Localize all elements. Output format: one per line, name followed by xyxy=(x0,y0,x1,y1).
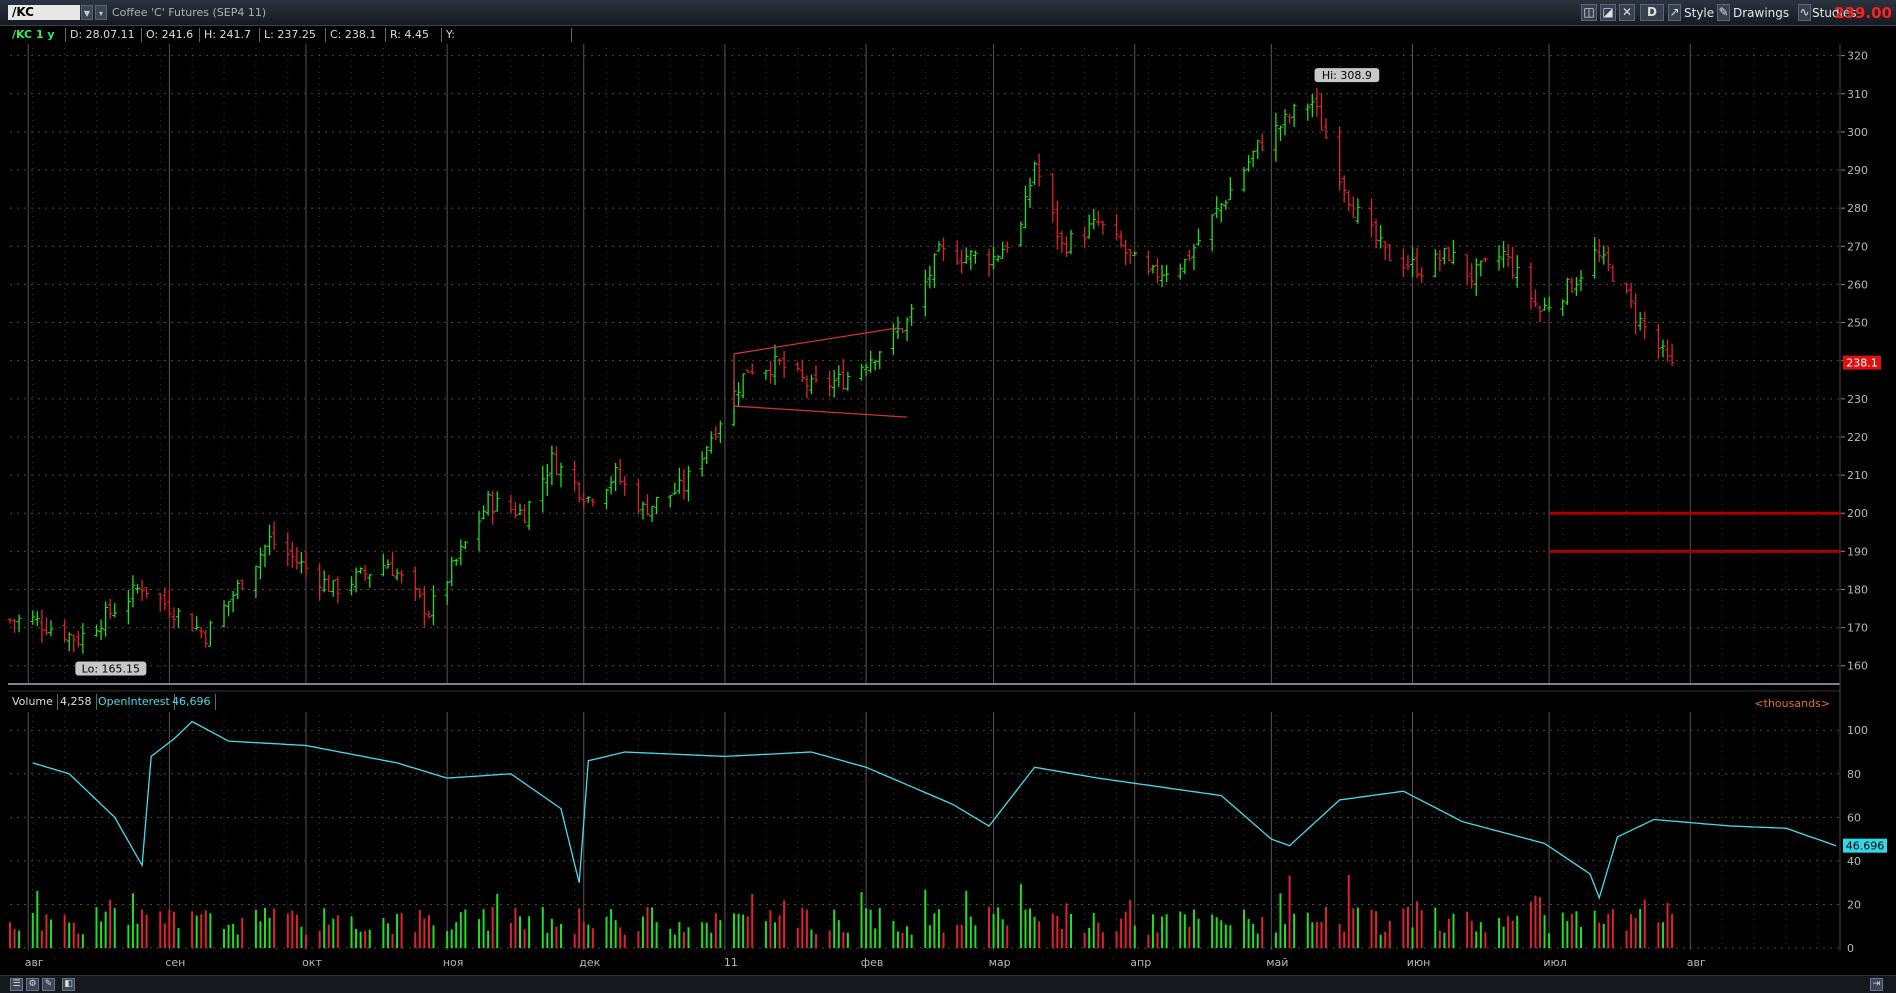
zoom-out-icon[interactable]: ◫ xyxy=(1581,4,1597,21)
zoom-in-icon[interactable]: ◪ xyxy=(1600,4,1616,21)
symbol-period-label[interactable]: /KC 1 y D xyxy=(8,28,66,55)
price-tick-label: 300 xyxy=(1847,126,1868,139)
volume-value: 4,258 xyxy=(56,694,97,710)
settings-icon[interactable]: ⚙ xyxy=(26,978,39,991)
bar-y: Y: xyxy=(442,28,572,42)
scroll-end-icon[interactable]: ⇥ xyxy=(1870,978,1883,991)
price-tick-label: 280 xyxy=(1847,202,1868,215)
x-tick-label: окт xyxy=(302,956,322,969)
x-tick-label: фев xyxy=(861,956,884,969)
price-tick-label: 270 xyxy=(1847,240,1868,253)
studies-icon[interactable]: ∿ xyxy=(1798,4,1811,21)
drawings-icon[interactable]: ✎ xyxy=(1717,4,1730,21)
crosshair-icon[interactable]: ✕ xyxy=(1619,4,1635,21)
top-toolbar: /KC ▼ ▾ Coffee 'C' Futures (SEP4 11) ◫ ◪… xyxy=(0,0,1896,26)
volume-tick-label: 40 xyxy=(1847,855,1861,868)
x-tick-label: авг xyxy=(1687,956,1706,969)
drawings: Hi: 308.9 Lo: 165.15 xyxy=(75,68,1841,676)
volume-tick-label: 20 xyxy=(1847,898,1861,911)
open-interest-line xyxy=(32,720,1837,900)
x-tick-label: ноя xyxy=(443,956,464,969)
price-bars xyxy=(7,88,1675,654)
price-tick-label: 220 xyxy=(1847,431,1868,444)
channel-upper-line xyxy=(733,327,899,355)
info-bar xyxy=(0,26,1896,44)
volume-bars xyxy=(9,875,1674,948)
price-tick-label: 200 xyxy=(1847,507,1868,520)
oi-last-marker-label: 46.696 xyxy=(1846,840,1885,853)
symbol-dropdown-icon[interactable]: ▼ xyxy=(81,5,93,20)
low-label: Lo: 165.15 xyxy=(82,662,140,675)
axes: авг сен окт ноя дек 11 фев мар апр май июн июл авг 16… xyxy=(25,50,1887,969)
grid xyxy=(10,44,1841,950)
last-price-marker xyxy=(1843,355,1881,370)
price-tick-label: 260 xyxy=(1847,278,1868,291)
volume-tick-label: 0 xyxy=(1847,942,1854,955)
drawing-tool-icon[interactable]: ✎ xyxy=(42,978,55,991)
price-tick-label: 190 xyxy=(1847,545,1868,558)
x-tick-label: июн xyxy=(1407,956,1431,969)
x-tick-label: 11 xyxy=(724,956,738,969)
chain-link-icon[interactable]: ▾ xyxy=(95,5,107,20)
expand-icon[interactable]: ◧ xyxy=(62,978,75,991)
volume-tick-label: 60 xyxy=(1847,811,1861,824)
x-tick-label: сен xyxy=(165,956,185,969)
oi-last-marker xyxy=(1843,838,1887,853)
high-label-bg xyxy=(1314,68,1380,83)
low-label-bg xyxy=(75,661,147,676)
price-tick-label: 310 xyxy=(1847,88,1868,101)
last-price: 239.00 xyxy=(1834,4,1892,22)
bar-range: R: 4.45 xyxy=(386,28,442,42)
x-tick-label: авг xyxy=(25,956,44,969)
volume-tick-label: 100 xyxy=(1847,724,1868,737)
last-price-marker-label: 238.1 xyxy=(1846,357,1878,370)
price-tick-label: 230 xyxy=(1847,393,1868,406)
copyright-notice: 2010 © TD Ameritrade IP Company, Inc. xyxy=(12,47,214,58)
price-tick-label: 160 xyxy=(1847,660,1868,673)
bar-date: D: 28.07.11 xyxy=(66,28,142,42)
bar-high: H: 241.7 xyxy=(200,28,260,42)
high-label: Hi: 308.9 xyxy=(1322,69,1372,82)
price-pane xyxy=(8,44,1840,684)
price-tick-label: 180 xyxy=(1847,583,1868,596)
drawings-menu[interactable]: Drawings xyxy=(1733,6,1790,20)
style-icon[interactable]: ↗ xyxy=(1668,4,1681,21)
style-menu[interactable]: Style xyxy=(1684,6,1715,20)
price-tick-label: 290 xyxy=(1847,164,1868,177)
volume-pane xyxy=(8,712,1840,951)
pan-icon[interactable]: ☰ xyxy=(10,978,23,991)
units-label: <thousands> xyxy=(1754,697,1830,710)
price-tick-label: 170 xyxy=(1847,622,1868,635)
price-tick-label: 210 xyxy=(1847,469,1868,482)
period-button[interactable]: D xyxy=(1640,4,1664,21)
channel-lower-line xyxy=(733,405,908,418)
x-tick-label: май xyxy=(1266,956,1288,969)
bar-low: L: 237.25 xyxy=(260,28,326,42)
studies-menu[interactable]: Studies xyxy=(1812,6,1857,20)
x-tick-label: мар xyxy=(989,956,1011,969)
price-tick-label: 250 xyxy=(1847,317,1868,330)
open-interest-value: 46,696 xyxy=(168,694,216,710)
instrument-description: Coffee 'C' Futures (SEP4 11) xyxy=(112,6,267,19)
x-tick-label: дек xyxy=(579,956,600,969)
open-interest-series xyxy=(32,720,1837,900)
bar-open: O: 241.6 xyxy=(142,28,200,42)
open-interest-label[interactable]: OpenInterest xyxy=(94,694,175,710)
x-tick-label: июл xyxy=(1543,956,1566,969)
bottom-bar: ☰ ⚙ ✎ ◧ ⇥ xyxy=(0,975,1896,993)
volume-tick-label: 80 xyxy=(1847,768,1861,781)
x-tick-label: апр xyxy=(1130,956,1151,969)
price-tick-label: 240 xyxy=(1847,355,1868,368)
symbol-input[interactable]: /KC xyxy=(8,5,80,20)
volume-label[interactable]: Volume xyxy=(8,694,58,710)
bar-close: C: 238.1 xyxy=(326,28,386,42)
price-tick-label: 320 xyxy=(1847,50,1868,63)
